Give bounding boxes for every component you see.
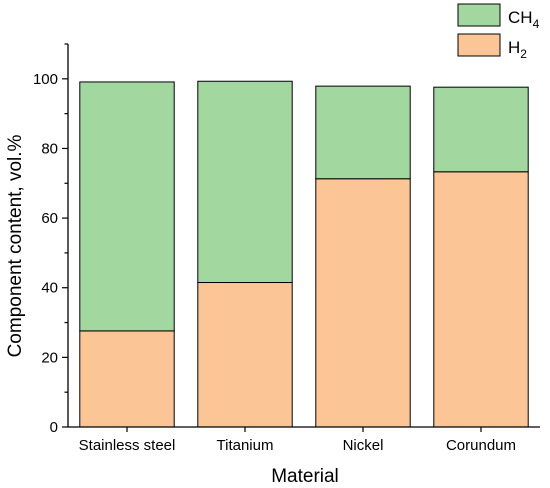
- y-tick-label: 0: [50, 419, 58, 436]
- bar-ch4-3: [433, 86, 529, 173]
- y-tick-label: 40: [41, 280, 58, 297]
- y-axis-title: Component content, vol.%: [5, 134, 26, 357]
- bar-h2-0: [79, 330, 175, 428]
- legend-label-ch4: CH4: [508, 8, 540, 31]
- x-tick-label: Titanium: [217, 437, 274, 454]
- bar-h2-2: [315, 178, 411, 428]
- y-tick-label: 100: [33, 71, 58, 88]
- bar-ch4-1: [197, 80, 293, 284]
- y-tick-label: 80: [41, 140, 58, 157]
- x-axis-title: Material: [271, 466, 339, 487]
- y-ticks-group: 0 20 40 60 80 100: [33, 43, 68, 436]
- bar-h2-3: [433, 171, 529, 428]
- y-tick-label: 20: [41, 349, 58, 366]
- axes-group: [67, 44, 540, 428]
- bar-ch4-2: [315, 85, 411, 180]
- x-ticks-group: Stainless steel Titanium Nickel Corundum: [79, 427, 516, 454]
- bar-ch4-0: [79, 81, 175, 332]
- x-tick-label: Corundum: [446, 437, 516, 454]
- x-tick-label: Stainless steel: [79, 437, 176, 454]
- x-tick-label: Nickel: [343, 437, 384, 454]
- legend-swatch-ch4: [457, 3, 501, 27]
- legend-swatch-h2: [457, 33, 501, 57]
- bar-h2-1: [197, 282, 293, 428]
- legend-label-h2: H2: [508, 38, 527, 61]
- bars-group: [79, 80, 529, 428]
- y-tick-label: 60: [41, 210, 58, 227]
